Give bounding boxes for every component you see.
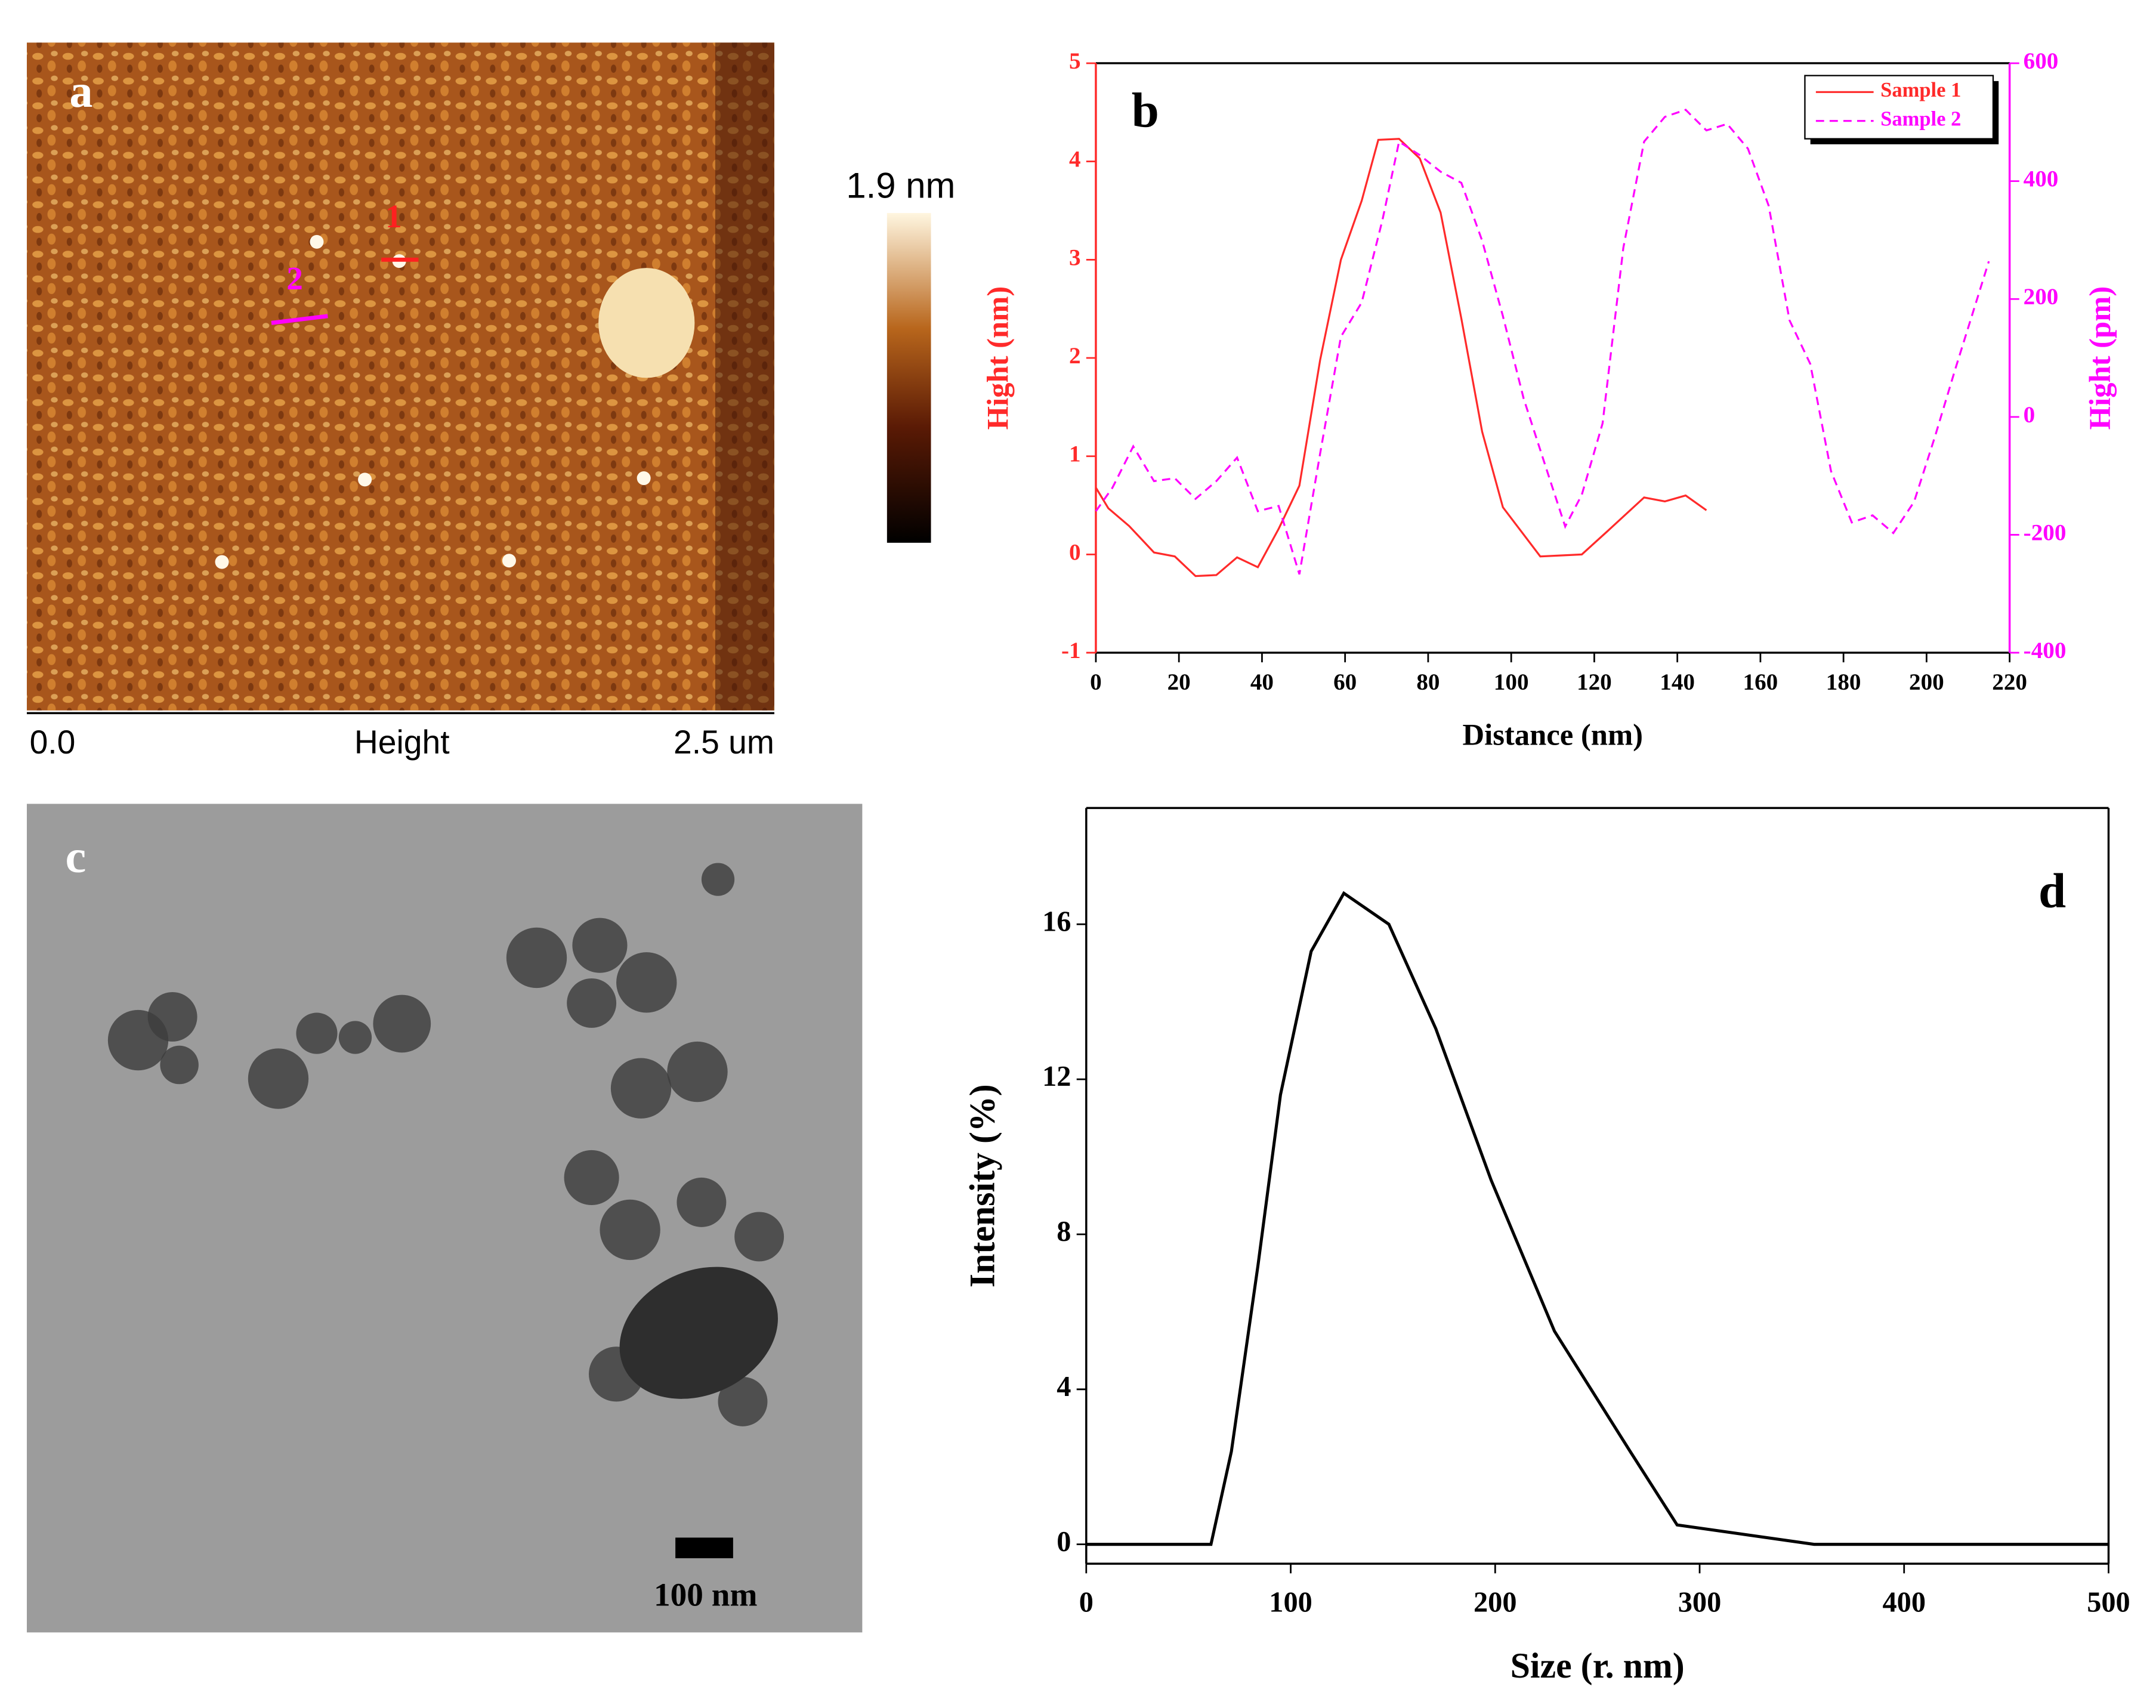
y-tick-label: -1 xyxy=(1061,638,1081,663)
particle-dot xyxy=(310,234,324,249)
x-tick-label: 220 xyxy=(1992,669,2027,695)
y2-axis-label: Hight (pm) xyxy=(2083,286,2117,430)
particle-dot xyxy=(637,471,651,486)
particle-dot xyxy=(358,472,372,487)
y-tick-label: 2 xyxy=(1069,343,1081,369)
nanoparticle xyxy=(147,992,197,1042)
x-tick-label: 300 xyxy=(1678,1586,1722,1618)
x-tick-label: 0 xyxy=(1079,1586,1094,1618)
y-tick-label: 4 xyxy=(1057,1371,1071,1403)
x-tick-label: 80 xyxy=(1416,669,1440,695)
y2-tick-label: 600 xyxy=(2024,48,2059,74)
panel-label: d xyxy=(2038,863,2066,918)
nanoparticle xyxy=(506,927,567,989)
y-tick-label: 8 xyxy=(1057,1216,1071,1247)
x-tick-label: 120 xyxy=(1577,669,1612,695)
y-axis-label: Hight (nm) xyxy=(981,286,1015,430)
nanoparticle xyxy=(718,1376,768,1426)
nanoparticle xyxy=(338,1021,372,1054)
data-line xyxy=(1086,891,2109,1546)
data-line xyxy=(1095,138,1707,577)
nanoparticle xyxy=(667,1041,728,1102)
nanoparticle xyxy=(701,863,735,896)
x-tick-label: 60 xyxy=(1333,669,1357,695)
panel-text: 2 xyxy=(286,260,303,296)
x-tick-label: 200 xyxy=(1474,1586,1517,1618)
legend-box xyxy=(1804,75,1994,140)
large-particle xyxy=(619,1267,778,1399)
y-tick-label: 3 xyxy=(1069,245,1081,270)
y-tick-label: 1 xyxy=(1069,441,1081,467)
micrograph-edge xyxy=(715,42,774,711)
y-axis-label: Intensity (%) xyxy=(962,1084,1002,1287)
x-tick-label: 400 xyxy=(1882,1586,1926,1618)
nanoparticle xyxy=(616,952,677,1013)
x-tick-label: 0 xyxy=(1090,669,1102,695)
x-tick-label: 100 xyxy=(1494,669,1529,695)
y-tick-label: 4 xyxy=(1069,147,1081,172)
nanoparticle xyxy=(734,1212,784,1262)
x-tick-label: 160 xyxy=(1743,669,1778,695)
micrograph xyxy=(26,804,863,1633)
x-tick-label: 500 xyxy=(2087,1586,2130,1618)
profile-line-2 xyxy=(271,314,328,325)
y2-tick-label: -400 xyxy=(2024,638,2067,663)
panel-text: 2.5 um xyxy=(674,724,774,761)
nanoparticle xyxy=(677,1177,727,1227)
data-line xyxy=(1095,109,1990,575)
x-tick-label: 180 xyxy=(1826,669,1861,695)
panel-text: c xyxy=(65,830,86,882)
nanoparticle xyxy=(248,1048,309,1109)
nanoparticle xyxy=(610,1058,672,1119)
bright-cluster xyxy=(598,268,695,378)
nanoparticle xyxy=(600,1199,660,1261)
nanoparticle xyxy=(160,1045,199,1085)
panel-text: 1 xyxy=(385,198,402,234)
panel-text: 0.0 xyxy=(30,724,76,761)
panel-text: 100 nm xyxy=(654,1576,758,1613)
x-tick-label: 20 xyxy=(1167,669,1191,695)
x-tick-label: 40 xyxy=(1250,669,1274,695)
y-tick-label: 16 xyxy=(1042,906,1071,937)
panel-label: b xyxy=(1132,83,1159,138)
panel-text: 1.9 nm xyxy=(846,165,955,205)
nanoparticle xyxy=(567,978,617,1028)
nanoparticle xyxy=(564,1150,619,1205)
nanoparticle xyxy=(572,918,628,973)
y-tick-label: 0 xyxy=(1069,539,1081,565)
x-tick-label: 200 xyxy=(1909,669,1944,695)
y-tick-label: 5 xyxy=(1069,48,1081,74)
colorbar xyxy=(887,213,931,543)
y-tick-label: 0 xyxy=(1057,1526,1071,1558)
legend-label: Sample 2 xyxy=(1880,108,1961,131)
particle-dot xyxy=(215,555,229,569)
panel-text: a xyxy=(69,65,92,117)
x-tick-label: 100 xyxy=(1269,1586,1312,1618)
legend-label: Sample 1 xyxy=(1880,79,1961,101)
x-tick-label: 140 xyxy=(1660,669,1695,695)
micrograph-texture xyxy=(26,42,774,711)
y2-tick-label: 400 xyxy=(2024,166,2059,192)
nanoparticle xyxy=(296,1012,338,1054)
nanoparticle xyxy=(373,994,431,1053)
panel-text: Height xyxy=(354,724,450,761)
x-axis-label: Distance (nm) xyxy=(1463,718,1643,751)
x-axis-label: Size (r. nm) xyxy=(1511,1646,1685,1685)
y2-tick-label: 0 xyxy=(2024,402,2035,428)
y-tick-label: 12 xyxy=(1042,1061,1071,1092)
y2-tick-label: 200 xyxy=(2024,284,2059,310)
y2-tick-label: -200 xyxy=(2024,520,2067,545)
particle-dot xyxy=(502,554,516,568)
scale-bar xyxy=(675,1537,733,1558)
